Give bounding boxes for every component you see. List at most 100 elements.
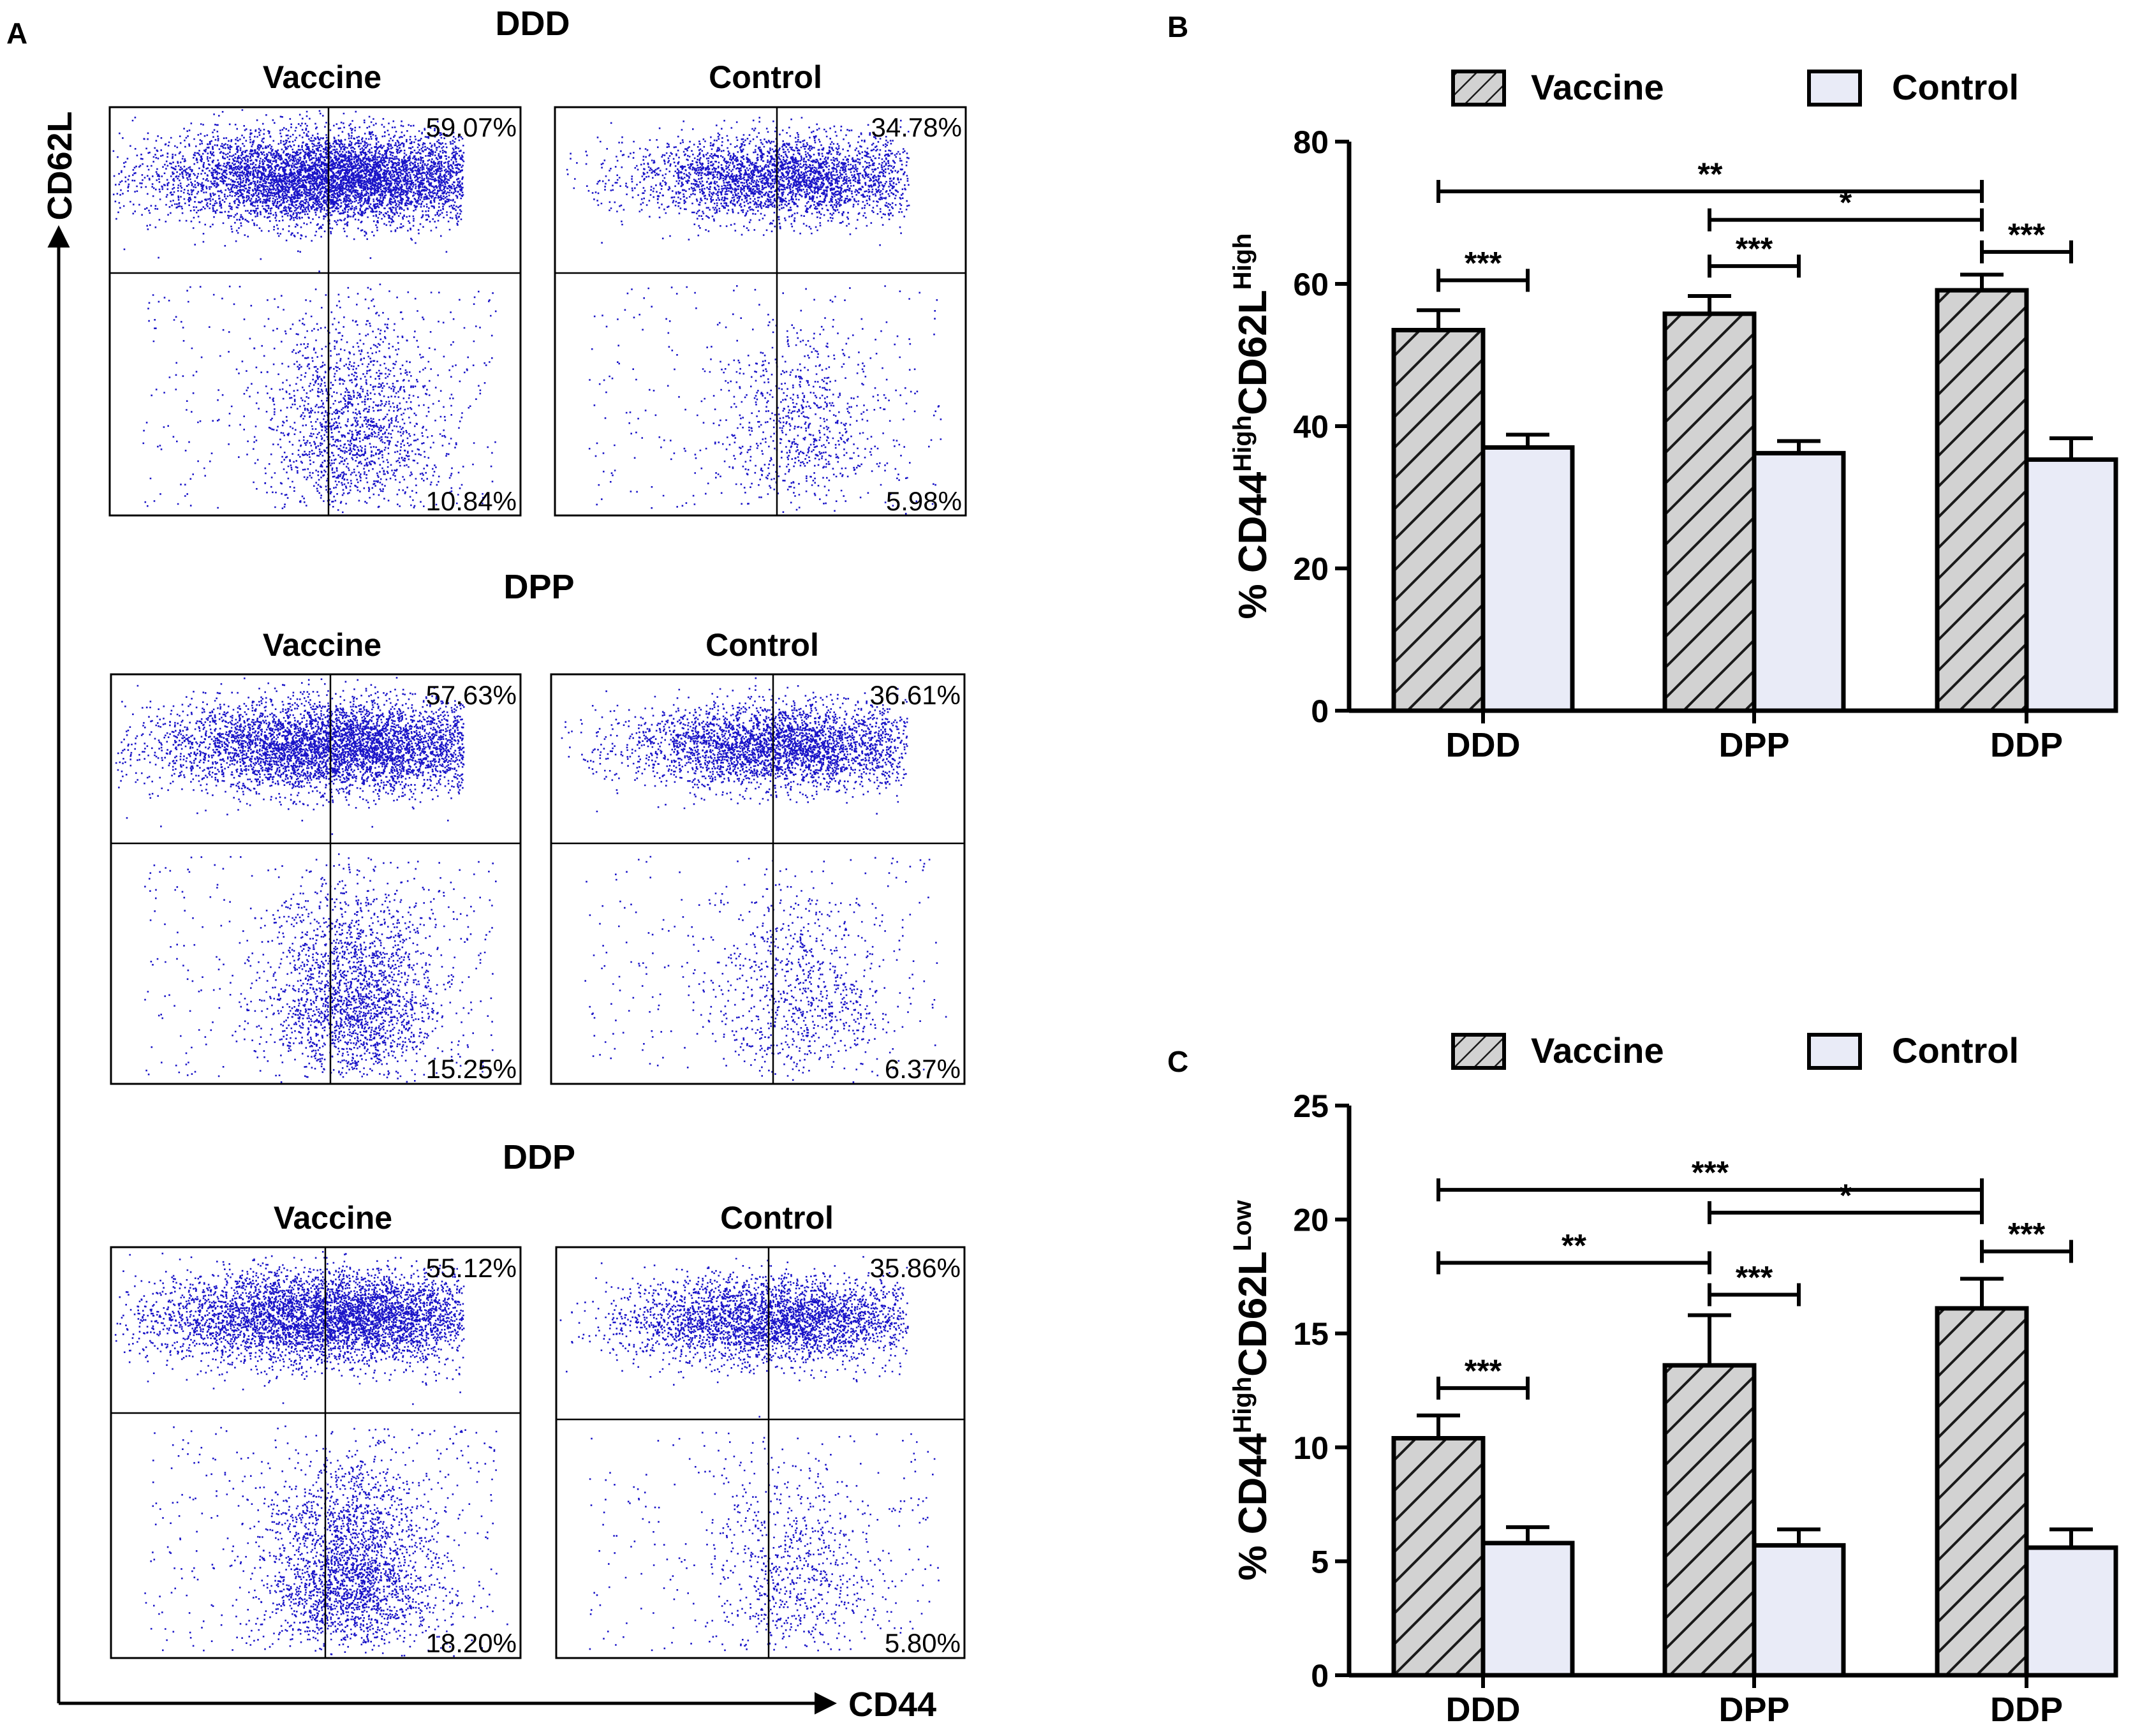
y-tick-label: 20 bbox=[1293, 1203, 1329, 1238]
quadrant-lower-right-pct: 18.20% bbox=[426, 1628, 517, 1658]
quadrant-upper-right-pct: 57.63% bbox=[426, 680, 517, 710]
bar-control-dpp bbox=[1752, 1543, 1846, 1678]
scatter-dots bbox=[566, 117, 942, 515]
plot-title-ddp-vaccine: Vaccine bbox=[274, 1200, 392, 1236]
x-category-label: DDP bbox=[1990, 1691, 2063, 1725]
event-dots bbox=[115, 677, 497, 1083]
significance-bracket: ** bbox=[1436, 156, 1984, 204]
significance-bracket: *** bbox=[1708, 1259, 1801, 1307]
x-category-label: DPP bbox=[1718, 1691, 1789, 1725]
bar-vaccine-dpp bbox=[1662, 1363, 1757, 1678]
legend-label-vaccine: Vaccine bbox=[1531, 67, 1664, 107]
significance-label: * bbox=[1840, 1178, 1852, 1213]
group-title-dpp: DPP bbox=[503, 568, 574, 606]
scatter-dots bbox=[561, 677, 947, 1083]
y-axis-label-part: CD62L bbox=[1231, 1251, 1275, 1376]
significance-bracket: *** bbox=[1980, 217, 2073, 263]
bar-vaccine-ddd bbox=[1391, 327, 1486, 713]
bar-control-ddp bbox=[2024, 1545, 2118, 1678]
quadrant-lower-right-pct: 15.25% bbox=[426, 1054, 517, 1084]
x-category-label: DDD bbox=[1446, 1691, 1521, 1725]
significance-bracket: * bbox=[1708, 185, 1984, 232]
flow-plot-dpp-control: 36.61% 6.37% bbox=[550, 673, 966, 1085]
y-axis-label-superscript: High bbox=[1229, 1377, 1257, 1433]
flow-plot-ddd-control: 34.78% 5.98% bbox=[554, 106, 967, 517]
event-dots bbox=[566, 117, 942, 515]
legend-swatch-control bbox=[1807, 1033, 1862, 1070]
legend-label-vaccine: Vaccine bbox=[1531, 1030, 1664, 1070]
quadrant-upper-right-pct: 35.86% bbox=[870, 1253, 961, 1283]
legend-label-control: Control bbox=[1892, 1030, 2019, 1070]
legend-swatch-vaccine bbox=[1451, 70, 1506, 107]
scatter-dots bbox=[115, 677, 497, 1083]
legend: Vaccine Control bbox=[1451, 67, 2019, 107]
event-dots bbox=[559, 1255, 940, 1652]
significance-bracket: *** bbox=[1436, 245, 1530, 292]
event-dots bbox=[112, 109, 497, 514]
bar-vaccine-ddp bbox=[1935, 1306, 2029, 1678]
x-category-label: DPP bbox=[1718, 726, 1789, 764]
panel-a-flow-plots: DDD Vaccine Control 59.07% 10.84% 34.78%… bbox=[108, 4, 967, 1659]
significance-label: * bbox=[1840, 185, 1852, 221]
y-axis-label: % CD44HighCD62LHigh bbox=[1229, 233, 1275, 619]
bar-control-dpp bbox=[1752, 450, 1846, 713]
y-tick-label: 60 bbox=[1293, 267, 1329, 302]
x-category-label: DDD bbox=[1446, 726, 1521, 764]
significance-bracket: *** bbox=[1980, 1217, 2073, 1263]
y-tick-label: 10 bbox=[1293, 1430, 1329, 1466]
significance-bracket: * bbox=[1708, 1178, 1984, 1224]
significance-bracket: *** bbox=[1708, 231, 1801, 278]
group-title-ddd: DDD bbox=[496, 4, 570, 43]
flow-plot-ddp-control: 35.86% 5.80% bbox=[555, 1246, 966, 1659]
significance-bracket: *** bbox=[1436, 1353, 1530, 1400]
flow-plot-dpp-vaccine: 57.63% 15.25% bbox=[110, 673, 522, 1085]
y-axis-label-part: % CD44 bbox=[1231, 471, 1275, 619]
significance-label: *** bbox=[1465, 245, 1502, 281]
y-tick-label: 0 bbox=[1311, 693, 1329, 729]
y-tick-label: 15 bbox=[1293, 1316, 1329, 1352]
quadrant-upper-right-pct: 59.07% bbox=[426, 112, 517, 142]
event-dots bbox=[114, 1251, 508, 1657]
cd62l-axis-label: CD62L bbox=[41, 111, 79, 220]
flow-plot-ddp-vaccine: 55.12% 18.20% bbox=[110, 1246, 522, 1659]
significance-label: ** bbox=[1698, 156, 1723, 192]
plot-title-dpp-control: Control bbox=[705, 627, 819, 663]
event-dots bbox=[561, 677, 947, 1083]
significance-label: *** bbox=[1736, 1259, 1773, 1295]
significance-label: *** bbox=[2008, 217, 2046, 253]
y-tick-label: 0 bbox=[1311, 1658, 1329, 1694]
significance-label: *** bbox=[1692, 1155, 1729, 1190]
x-category-label: DDP bbox=[1990, 726, 2063, 764]
bar-control-ddp bbox=[2024, 457, 2118, 713]
significance-label: *** bbox=[2008, 1217, 2046, 1252]
significance-label: ** bbox=[1562, 1227, 1586, 1263]
bar-control-ddd bbox=[1480, 1541, 1575, 1678]
bar-control-ddd bbox=[1480, 445, 1575, 713]
legend: Vaccine Control bbox=[1451, 1030, 2019, 1070]
y-tick-label: 80 bbox=[1293, 124, 1329, 160]
panel-label-c: C bbox=[1167, 1045, 1188, 1078]
bar-vaccine-dpp bbox=[1662, 311, 1757, 713]
legend-label-control: Control bbox=[1892, 67, 2019, 107]
legend-swatch-vaccine bbox=[1451, 1033, 1506, 1070]
significance-bracket: ** bbox=[1436, 1227, 1711, 1275]
significance-label: *** bbox=[1736, 231, 1773, 267]
significance-label: *** bbox=[1465, 1353, 1502, 1389]
y-axis-label-part: % CD44 bbox=[1231, 1433, 1275, 1580]
legend-swatch-control bbox=[1807, 70, 1862, 107]
plot-title-ddd-control: Control bbox=[709, 59, 822, 95]
plot-title-dpp-vaccine: Vaccine bbox=[263, 627, 381, 663]
y-tick-label: 5 bbox=[1311, 1544, 1329, 1580]
y-axis-label-superscript: High bbox=[1229, 233, 1257, 290]
flow-plot-ddd-vaccine: 59.07% 10.84% bbox=[108, 106, 522, 517]
y-tick-label: 25 bbox=[1293, 1088, 1329, 1124]
quadrant-lower-right-pct: 6.37% bbox=[885, 1054, 961, 1084]
y-axis-label-superscript: High bbox=[1229, 415, 1257, 472]
quadrant-upper-right-pct: 36.61% bbox=[870, 680, 961, 710]
y-tick-label: 20 bbox=[1293, 551, 1329, 587]
y-axis-label: % CD44HighCD62LLow bbox=[1229, 1200, 1275, 1581]
scatter-dots bbox=[114, 1251, 508, 1657]
bar-chart-c: Vaccine Control 0 5 10 15 20 25 % CD44HighCD62LL… bbox=[1229, 1030, 2118, 1725]
